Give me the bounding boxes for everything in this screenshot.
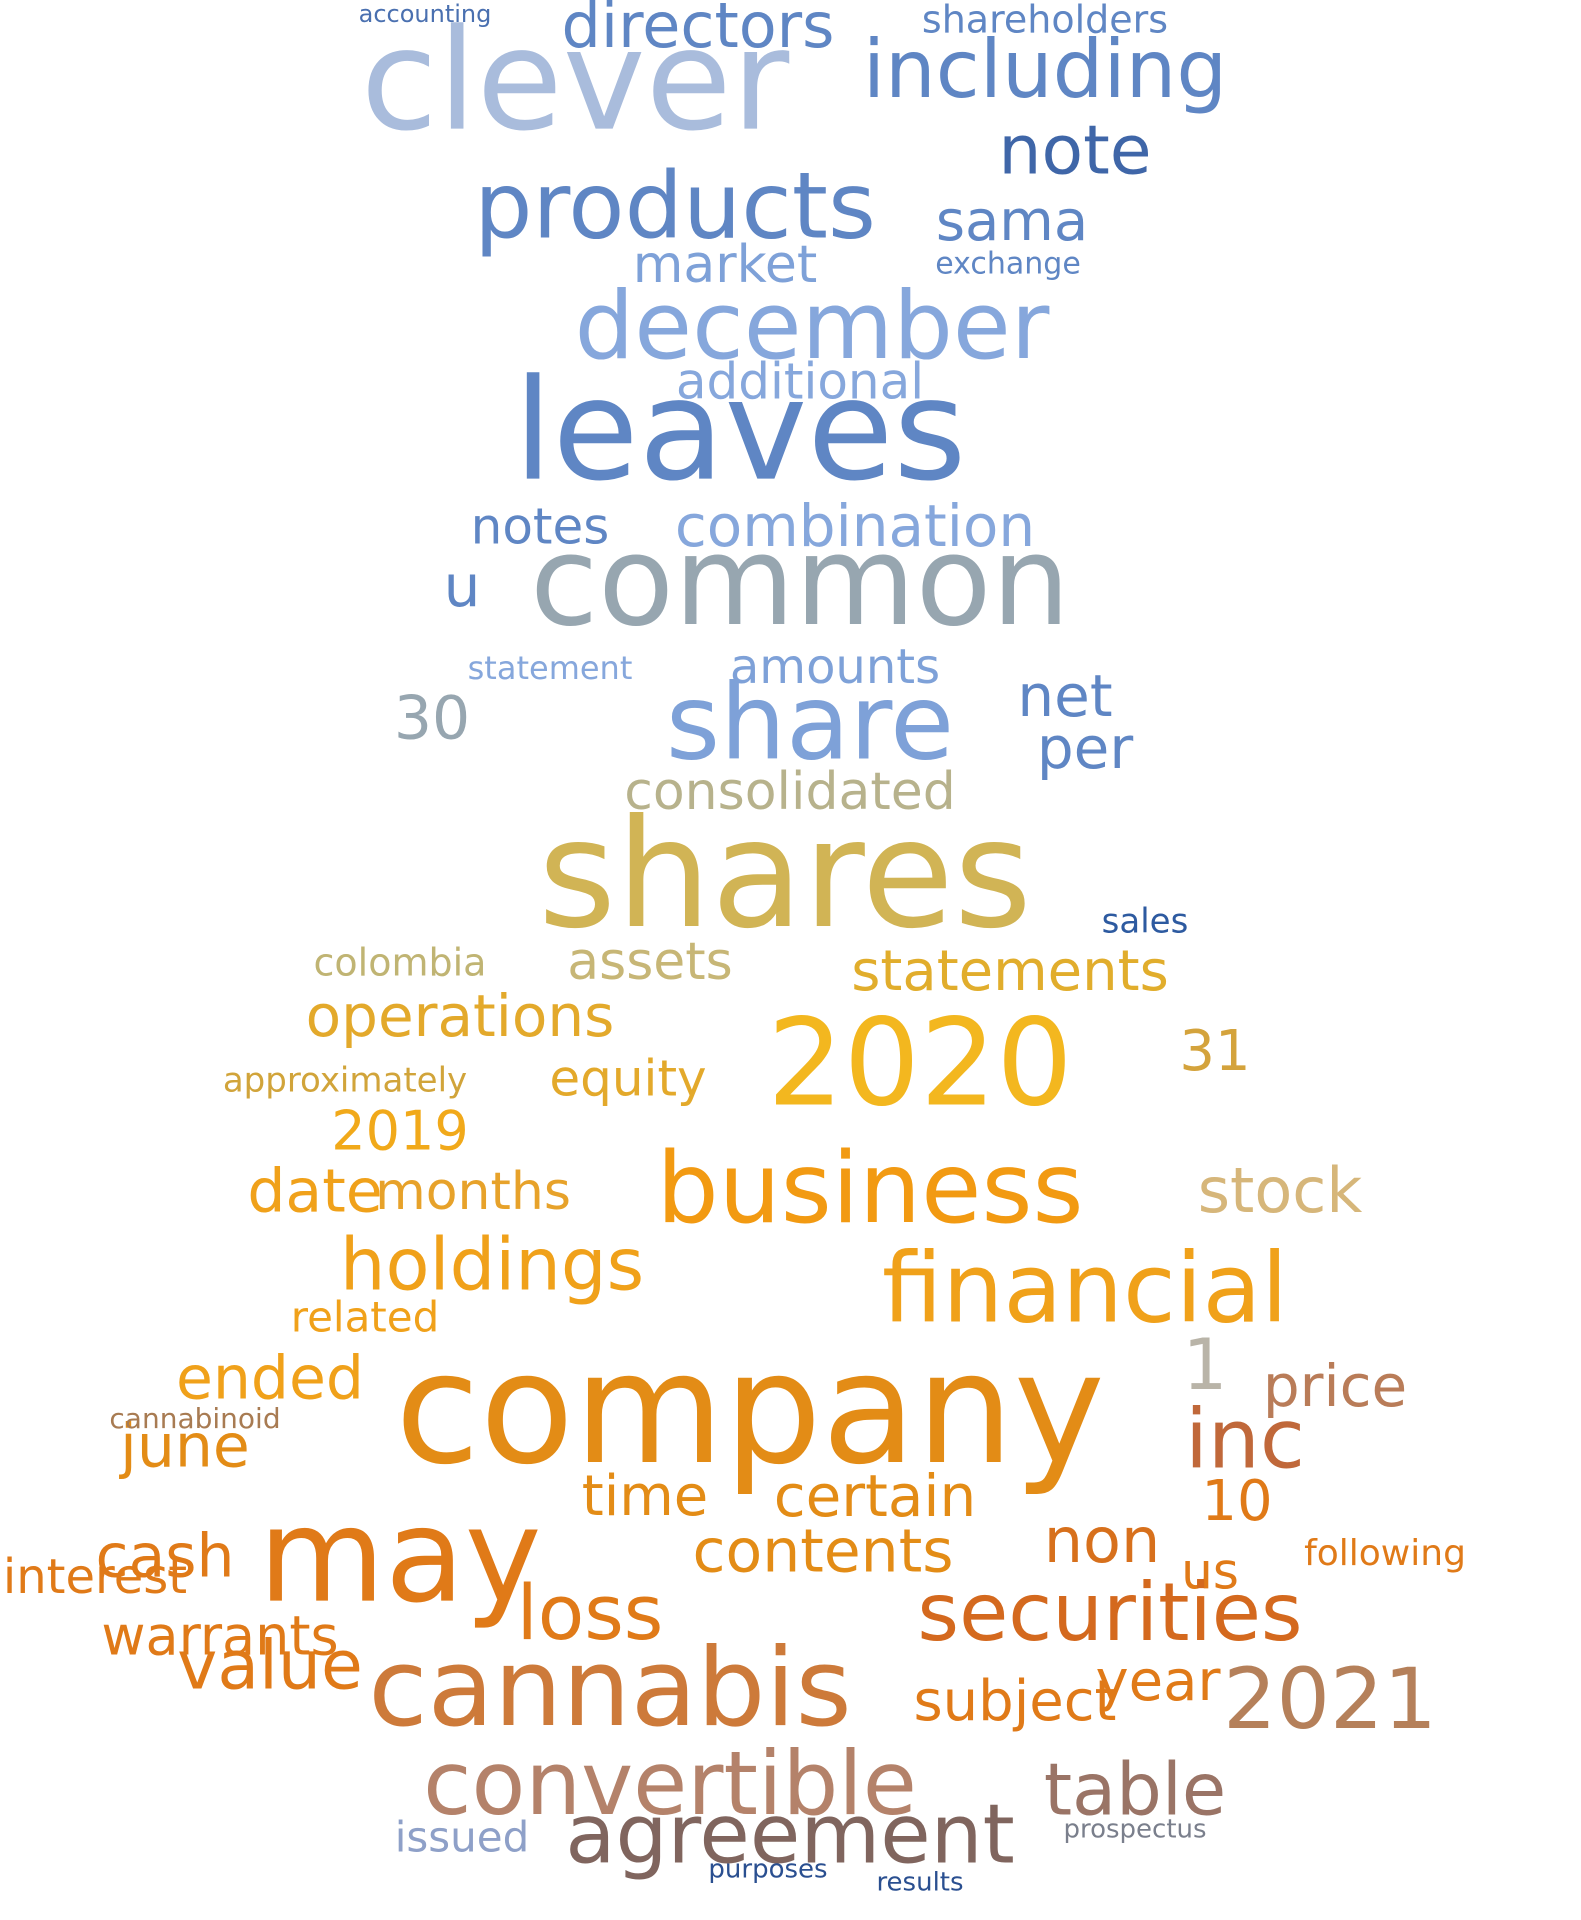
cloud-word: consolidated — [624, 762, 955, 822]
cloud-word: december — [575, 272, 1050, 381]
cloud-word: u — [444, 552, 481, 620]
cloud-word: year — [1096, 1649, 1222, 1714]
cloud-word: operations — [306, 982, 615, 1050]
cloud-word: date — [247, 1157, 382, 1227]
cloud-word: may — [258, 1480, 541, 1632]
cloud-word: including — [863, 23, 1227, 116]
cloud-word: ended — [176, 1344, 364, 1414]
cloud-word: time — [582, 1464, 709, 1529]
cloud-word: related — [291, 1293, 440, 1342]
cloud-word: non — [1044, 1504, 1161, 1577]
cloud-word: warrants — [101, 1605, 338, 1668]
cloud-word: interest — [3, 1549, 187, 1605]
cloud-word: shareholders — [922, 0, 1168, 42]
cloud-word: value — [177, 1627, 363, 1706]
cloud-word: per — [1037, 714, 1134, 782]
cloud-word: following — [1304, 1533, 1466, 1574]
cloud-word: common — [530, 510, 1070, 654]
cloud-word: us — [1181, 1543, 1239, 1601]
cloud-word: net — [1017, 662, 1112, 730]
cloud-word: 30 — [394, 684, 470, 754]
cloud-word: 2019 — [331, 1100, 468, 1163]
cloud-word: leaves — [514, 350, 967, 513]
cloud-word: directors — [562, 0, 835, 62]
cloud-word: loss — [517, 1568, 664, 1657]
cloud-word: sales — [1102, 902, 1189, 942]
cloud-word: sama — [936, 189, 1088, 254]
cloud-word: agreement — [565, 1787, 1015, 1882]
cloud-word: approximately — [223, 1061, 467, 1101]
cloud-word: issued — [395, 1813, 530, 1862]
cloud-word: market — [633, 235, 818, 295]
cloud-word: cash — [95, 1522, 234, 1592]
cloud-word: convertible — [423, 1732, 917, 1835]
cloud-word: 10 — [1201, 1469, 1272, 1534]
cloud-word: amounts — [730, 639, 940, 695]
cloud-word: statement — [468, 649, 633, 687]
cloud-word: 31 — [1179, 1019, 1250, 1084]
cloud-word: additional — [676, 353, 924, 411]
cloud-word: equity — [549, 1050, 706, 1108]
cloud-word: financial — [882, 1232, 1288, 1344]
cloud-word: note — [998, 112, 1151, 191]
cloud-word: 2021 — [1223, 1650, 1437, 1748]
cloud-word: business — [656, 1132, 1083, 1246]
cloud-word: exchange — [935, 247, 1081, 282]
cloud-word: subject — [914, 1669, 1117, 1734]
cloud-word: stock — [1198, 1154, 1363, 1227]
cloud-word: price — [1263, 1352, 1407, 1420]
cloud-word: results — [876, 1868, 963, 1898]
cloud-word: holdings — [340, 1223, 644, 1307]
cloud-word: assets — [567, 932, 733, 992]
cloud-word: shares — [538, 788, 1032, 962]
cloud-word: cannabinoid — [109, 1402, 280, 1435]
cloud-word: certain — [774, 1462, 977, 1530]
cloud-word: combination — [675, 492, 1035, 560]
cloud-word: contents — [693, 1517, 954, 1587]
cloud-word: inc — [1185, 1392, 1305, 1487]
cloud-word: table — [1044, 1748, 1226, 1832]
cloud-word: products — [474, 152, 876, 259]
cloud-word: notes — [471, 498, 610, 556]
cloud-word: purposes — [708, 1855, 827, 1885]
cloud-word: clever — [361, 0, 790, 163]
cloud-word: accounting — [359, 0, 492, 28]
cloud-word: colombia — [314, 941, 487, 985]
cloud-word: 2020 — [767, 995, 1072, 1134]
cloud-word: share — [666, 661, 954, 783]
cloud-word: cannabis — [368, 1626, 851, 1751]
cloud-word: 1 — [1183, 1324, 1228, 1406]
cloud-word: company — [395, 1320, 1105, 1499]
cloud-word: securities — [917, 1566, 1302, 1659]
cloud-word: months — [375, 1162, 571, 1222]
cloud-word: prospectus — [1063, 1815, 1206, 1845]
cloud-word: statements — [851, 939, 1169, 1004]
cloud-word: june — [118, 1412, 250, 1482]
